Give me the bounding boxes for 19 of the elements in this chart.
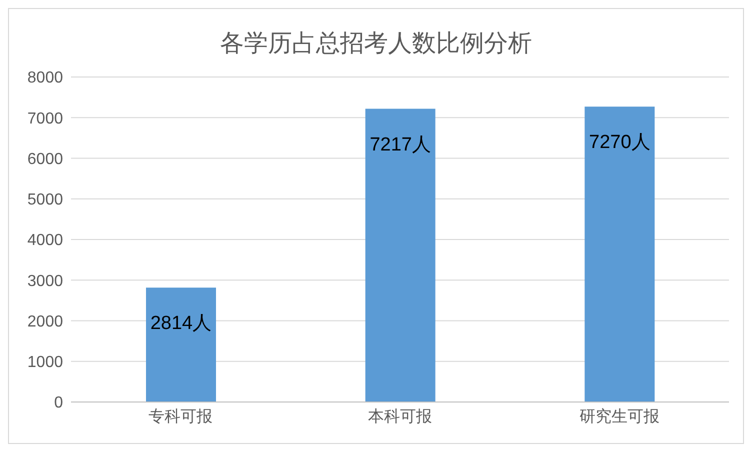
- y-tick-label: 5000: [27, 192, 64, 209]
- x-tick-label: 专科可报: [148, 407, 213, 426]
- data-label: 7270人: [589, 132, 650, 154]
- y-tick-label: 4000: [27, 232, 64, 250]
- x-tick-label: 研究生可报: [579, 407, 660, 426]
- chart-title: 各学历占总招考人数比例分析: [219, 29, 533, 59]
- y-tick-label: 8000: [27, 70, 64, 87]
- y-tick-label: 1000: [27, 354, 64, 372]
- y-tick-label: 7000: [27, 110, 64, 128]
- y-tick-label: 3000: [27, 272, 64, 290]
- bar: [584, 106, 655, 402]
- y-tick-label: 2000: [27, 313, 64, 330]
- data-label: 7217人: [370, 134, 431, 156]
- y-tick-label: 6000: [27, 150, 64, 168]
- bar: [146, 288, 216, 402]
- bar: [365, 108, 436, 402]
- data-label: 2814人: [150, 313, 212, 334]
- y-tick-label: 0: [54, 394, 64, 412]
- x-tick-label: 本科可报: [368, 407, 432, 426]
